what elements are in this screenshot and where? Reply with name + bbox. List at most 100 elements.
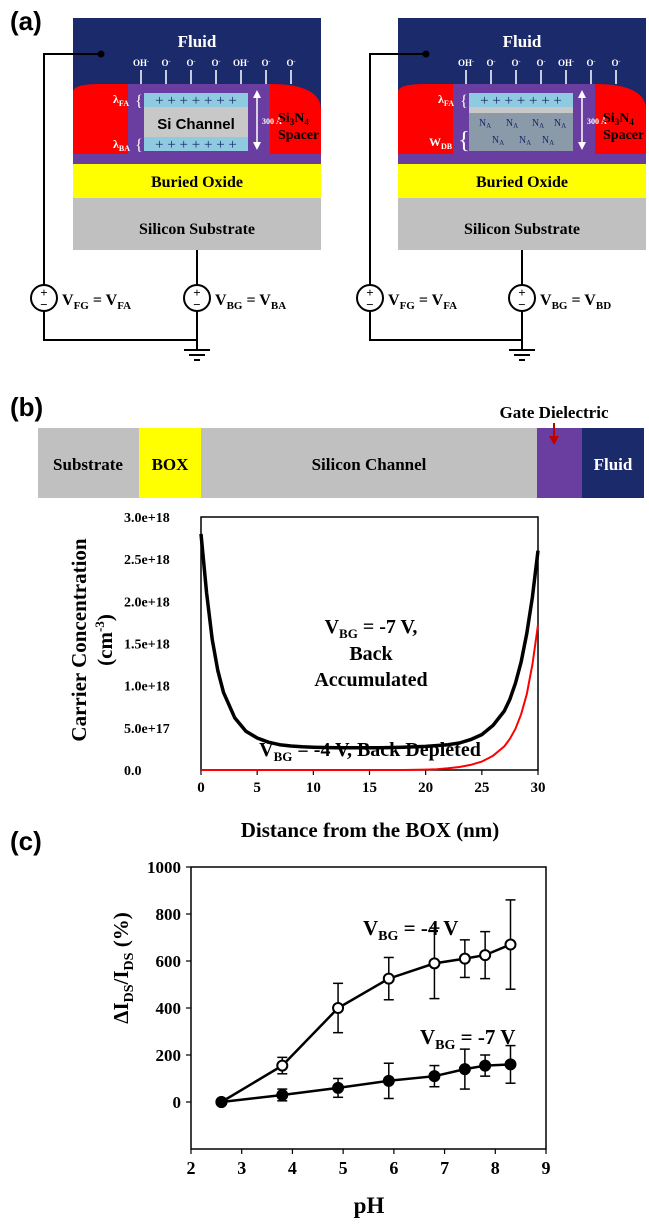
spacer-right	[595, 84, 646, 154]
data-point	[382, 1074, 395, 1087]
bar-gate-dielectric	[537, 428, 582, 498]
brace-front: {	[460, 93, 468, 110]
data-point	[458, 952, 471, 965]
x-axis-title: Distance from the BOX (nm)	[241, 818, 500, 842]
y-tick-label: 0.0	[124, 764, 142, 779]
plus-sign: +	[518, 285, 525, 300]
minus-sign: −	[193, 297, 200, 312]
buried-oxide-label: Buried Oxide	[151, 174, 243, 191]
y-tick-label: 1.0e+18	[124, 680, 170, 695]
data-point	[276, 1059, 289, 1072]
spacer-label: Spacer	[278, 128, 319, 143]
layer-bar: Substrate BOX Silicon Channel Fluid Gate…	[38, 403, 644, 498]
vfg-label: VFG = VFA	[388, 292, 457, 312]
panel-label-b: (b)	[10, 392, 44, 422]
bar-fluid	[582, 428, 644, 498]
minus-sign: −	[40, 297, 47, 312]
series-line-vbg-4	[220, 943, 511, 1104]
minus-sign: −	[366, 297, 373, 312]
plus-sign: +	[40, 285, 47, 300]
y-tick-labels: 0.0 5.0e+17 1.0e+18 1.5e+18 2.0e+18 2.5e+18 3.…	[124, 511, 170, 779]
bar-channel-label: Silicon Channel	[312, 455, 427, 474]
spacer-material-label: Si3N4	[603, 111, 634, 127]
dopant-ion: NA	[519, 135, 531, 147]
dopant-ion: NA	[554, 118, 566, 130]
series-accumulated-label-3: Accumulated	[314, 669, 427, 691]
ph-response-chart: 0 200 400 600 800 1000 2 3 4 5 6 7 8 9 VBG = -4 V VB…	[109, 858, 551, 1218]
bar-fluid-label: Fluid	[594, 455, 633, 474]
x-tick-labels: 0 5 10 15 20 25 30	[197, 770, 546, 796]
data-point	[479, 1059, 492, 1072]
buried-oxide-layer	[398, 164, 646, 198]
y-axis-title: Carrier Concentration	[67, 538, 91, 741]
ion-label: OH-	[458, 58, 474, 68]
substrate-layer	[73, 198, 321, 250]
y-tick-label: 3.0e+18	[124, 511, 170, 526]
x-axis-title: pH	[354, 1193, 385, 1218]
y-tick-label: 2.5e+18	[124, 553, 170, 568]
x-tick-label: 6	[389, 1158, 398, 1178]
data-point	[458, 1063, 471, 1076]
data-point	[215, 1096, 228, 1108]
y-tick-label: 2.0e+18	[124, 595, 170, 610]
plus-charges-top: + + + + + + +	[480, 93, 562, 109]
ion-label: O-	[511, 58, 520, 68]
substrate-label: Silicon Substrate	[464, 221, 580, 238]
x-tick-label: 5	[253, 780, 261, 796]
x-tick-label: 5	[339, 1158, 348, 1178]
spacer-right	[270, 84, 321, 154]
x-tick-label: 0	[197, 780, 205, 796]
substrate-label: Silicon Substrate	[139, 221, 255, 238]
data-point	[428, 1070, 441, 1083]
thickness-label: 300 Å	[587, 117, 607, 126]
data-point	[504, 1058, 517, 1071]
neutral-channel	[469, 107, 573, 113]
dopant-ion: NA	[506, 118, 518, 130]
data-point	[332, 1081, 345, 1094]
y-tick-label: 0	[173, 1093, 182, 1112]
ion-label: O-	[286, 58, 295, 68]
x-tick-labels: 2 3 4 5 6 7 8 9	[187, 1149, 551, 1178]
ion-label: O-	[186, 58, 195, 68]
ion-label: O-	[486, 58, 495, 68]
spacer-label: Spacer	[603, 128, 644, 143]
brace-back: {	[135, 137, 143, 154]
y-tick-label: 1.5e+18	[124, 638, 170, 653]
lambda-fa-label: λFA	[113, 92, 129, 108]
x-tick-label: 20	[418, 780, 433, 796]
buried-oxide-layer	[73, 164, 321, 198]
data-point	[332, 1002, 345, 1014]
y-axis-unit: (cm-3)	[92, 614, 117, 666]
ion-label: OH-	[133, 58, 149, 68]
ground-wire-left	[369, 311, 522, 341]
spacer-left	[398, 84, 453, 154]
dopant-ion: NA	[492, 135, 504, 147]
panel-label-c: (c)	[10, 826, 42, 856]
plus-sign: +	[193, 285, 200, 300]
vbg-label: VBG = VBA	[215, 292, 286, 312]
ion-row: OH- O- O- O- OH- O- O-	[458, 58, 621, 84]
dopant-ion: NA	[532, 118, 544, 130]
x-tick-label: 4	[288, 1158, 297, 1178]
series-depleted-label: VBG = -4 V, Back Depleted	[259, 739, 481, 764]
bar-box-label: BOX	[152, 455, 190, 474]
lambda-ba-label: λBA	[113, 137, 130, 153]
spacer-left	[73, 84, 128, 154]
y-tick-label: 600	[156, 952, 182, 971]
device-left: Fluid OH- O- O- O- OH- O- O- + + + + + + + Si …	[30, 18, 321, 361]
data-point	[504, 938, 517, 951]
series-accumulated-label-2: Back	[349, 643, 393, 665]
ion-label: O-	[211, 58, 220, 68]
series-lines	[215, 899, 517, 1108]
oxide-strip	[398, 154, 646, 164]
si-channel	[144, 107, 248, 137]
x-tick-label: 30	[531, 780, 546, 796]
gate-dielectric-label: Gate Dielectric	[499, 403, 608, 422]
panel-label-a: (a)	[10, 6, 42, 36]
ion-row: OH- O- O- O- OH- O- O-	[133, 58, 296, 84]
plus-charges-bottom: + + + + + + +	[155, 137, 237, 153]
y-tick-label: 1000	[147, 858, 181, 877]
data-point	[479, 949, 492, 962]
front-gate-wire	[369, 53, 426, 285]
